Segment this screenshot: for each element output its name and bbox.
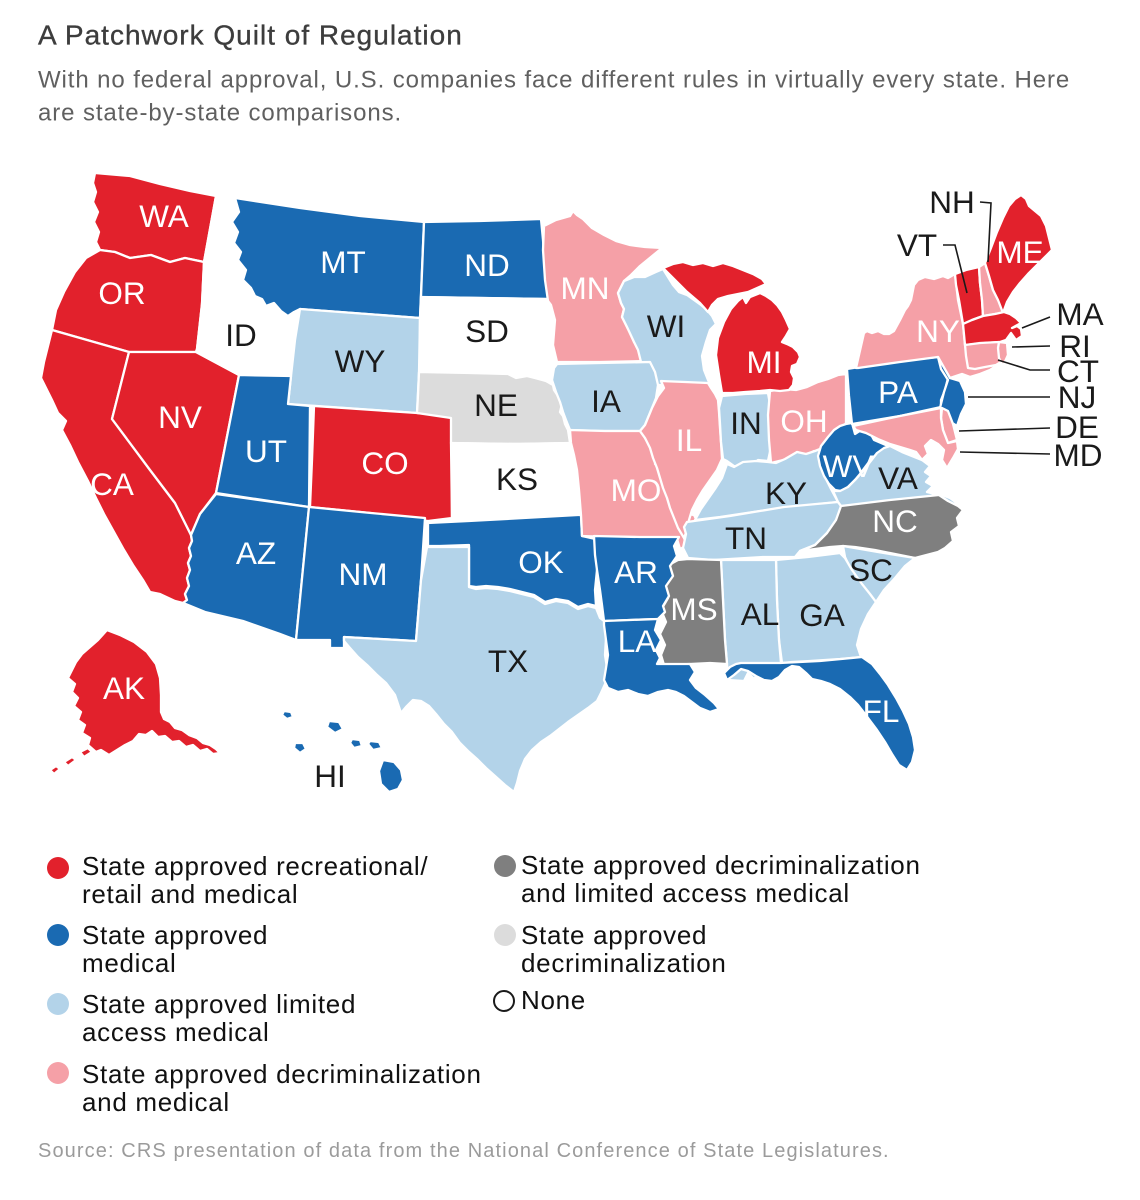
svg-text:WV: WV <box>823 448 874 484</box>
svg-text:WY: WY <box>335 343 386 379</box>
svg-text:CA: CA <box>90 466 134 502</box>
svg-text:WI: WI <box>647 308 685 344</box>
svg-text:access medical: access medical <box>82 1017 270 1047</box>
svg-text:NY: NY <box>916 313 960 349</box>
svg-text:State approved limited: State approved limited <box>82 989 356 1019</box>
svg-text:AR: AR <box>614 554 658 590</box>
svg-text:CO: CO <box>361 445 408 481</box>
svg-text:and medical: and medical <box>82 1087 230 1117</box>
svg-text:NJ: NJ <box>1058 379 1097 415</box>
svg-text:ID: ID <box>225 317 257 353</box>
svg-text:State approved decriminalizati: State approved decriminalization <box>521 850 921 880</box>
svg-text:NH: NH <box>929 184 975 220</box>
svg-text:IA: IA <box>591 383 621 419</box>
svg-text:State approved decriminalizati: State approved decriminalization <box>82 1059 482 1089</box>
svg-text:GA: GA <box>799 597 845 633</box>
svg-text:AZ: AZ <box>236 535 276 571</box>
svg-text:OR: OR <box>98 275 145 311</box>
svg-text:State approved recreational/: State approved recreational/ <box>82 851 428 881</box>
svg-text:FL: FL <box>863 693 900 729</box>
svg-text:VA: VA <box>878 460 918 496</box>
svg-text:MA: MA <box>1056 296 1103 332</box>
svg-text:MN: MN <box>561 270 610 306</box>
svg-text:DE: DE <box>1055 409 1099 445</box>
svg-text:KY: KY <box>765 475 807 511</box>
svg-text:SD: SD <box>465 313 509 349</box>
svg-text:ME: ME <box>996 234 1043 270</box>
svg-text:KS: KS <box>496 461 538 497</box>
svg-text:With no federal approval, U.S.: With no federal approval, U.S. companies… <box>38 67 1070 94</box>
svg-text:medical: medical <box>82 948 177 978</box>
svg-text:MS: MS <box>670 591 717 627</box>
svg-text:AL: AL <box>741 596 780 632</box>
svg-text:WA: WA <box>139 198 189 234</box>
svg-text:LA: LA <box>618 623 657 659</box>
svg-text:PA: PA <box>878 374 918 410</box>
svg-text:and limited access medical: and limited access medical <box>521 878 850 908</box>
svg-text:NE: NE <box>474 387 518 423</box>
svg-text:IL: IL <box>676 422 702 458</box>
svg-text:MT: MT <box>320 244 365 280</box>
svg-text:CT: CT <box>1057 353 1099 389</box>
svg-text:NV: NV <box>158 399 202 435</box>
svg-text:State approved: State approved <box>82 920 268 950</box>
svg-text:SC: SC <box>849 552 893 588</box>
svg-text:NM: NM <box>339 556 388 592</box>
svg-text:OK: OK <box>518 544 564 580</box>
svg-text:IN: IN <box>730 405 762 441</box>
svg-text:MO: MO <box>611 472 662 508</box>
svg-text:VT: VT <box>897 227 937 263</box>
svg-text:State approved: State approved <box>521 920 707 950</box>
svg-text:NC: NC <box>872 503 918 539</box>
svg-text:RI: RI <box>1059 328 1091 364</box>
svg-text:are state-by-state comparisons: are state-by-state comparisons. <box>38 100 402 127</box>
svg-text:HI: HI <box>314 758 346 794</box>
svg-text:decriminalization: decriminalization <box>521 948 727 978</box>
svg-text:Source: CRS presentation of da: Source: CRS presentation of data from th… <box>38 1140 890 1162</box>
svg-text:ND: ND <box>464 247 510 283</box>
svg-text:TN: TN <box>725 520 767 556</box>
svg-text:OH: OH <box>780 403 827 439</box>
svg-text:MI: MI <box>747 344 782 380</box>
svg-text:MD: MD <box>1054 437 1103 473</box>
svg-text:A Patchwork Quilt of Regulatio: A Patchwork Quilt of Regulation <box>38 20 463 51</box>
svg-text:UT: UT <box>245 433 287 469</box>
svg-text:AK: AK <box>103 670 145 706</box>
svg-text:None: None <box>521 985 586 1015</box>
svg-text:TX: TX <box>488 643 528 679</box>
svg-text:retail and medical: retail and medical <box>82 879 298 909</box>
